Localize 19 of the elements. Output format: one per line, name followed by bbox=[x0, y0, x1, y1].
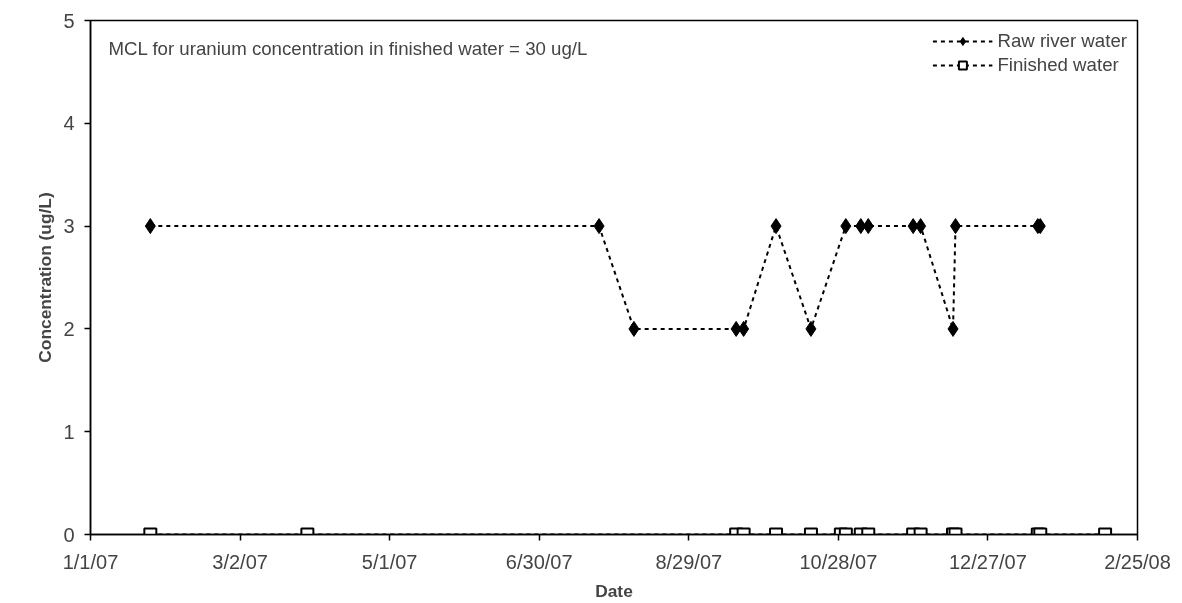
y-tick-label: 4 bbox=[63, 112, 75, 135]
x-axis-title: Date bbox=[595, 580, 634, 601]
x-tick-label: 3/2/07 bbox=[212, 550, 268, 573]
x-tick-label: 5/1/07 bbox=[361, 550, 418, 573]
y-tick-label: 5 bbox=[63, 9, 75, 32]
y-tick-label: 2 bbox=[63, 317, 75, 340]
annotation: MCL for uranium concentration in finished water = 30 ug/L bbox=[108, 37, 588, 59]
x-tick-label: 10/28/07 bbox=[799, 550, 878, 573]
legend-label: Raw river water bbox=[997, 30, 1127, 52]
legend-label: Finished water bbox=[997, 54, 1119, 76]
x-tick-label: 8/29/07 bbox=[655, 550, 723, 573]
x-tick-label: 6/30/07 bbox=[505, 550, 573, 573]
x-tick-label: 12/27/07 bbox=[949, 550, 1027, 573]
y-axis-title: Concentration (ug/L) bbox=[35, 192, 56, 363]
y-tick-label: 0 bbox=[63, 523, 75, 546]
x-tick-label: 2/25/08 bbox=[1104, 550, 1171, 573]
y-tick-label: 1 bbox=[63, 420, 75, 443]
y-tick-label: 3 bbox=[63, 215, 75, 238]
x-tick-label: 1/1/07 bbox=[62, 550, 119, 573]
